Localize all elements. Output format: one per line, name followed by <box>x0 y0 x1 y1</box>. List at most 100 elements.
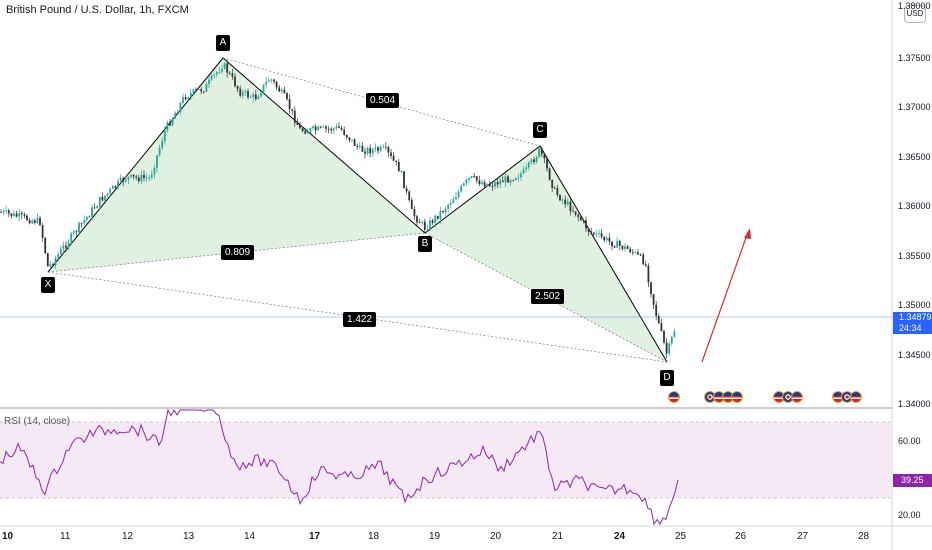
candle-body <box>228 72 231 74</box>
candle-body <box>283 89 286 94</box>
candle-body <box>104 195 106 201</box>
candle-body <box>465 179 468 184</box>
candle-body <box>137 177 140 182</box>
us-flag-icon[interactable] <box>668 391 680 403</box>
candle-body <box>647 265 650 283</box>
current-price-tag: 1.34879 24:34 <box>893 312 932 334</box>
candle-body <box>488 183 491 187</box>
point-d-label[interactable]: D <box>660 370 674 386</box>
current-price-value: 1.34879 <box>899 312 932 322</box>
candle-body <box>10 213 13 217</box>
candle-body <box>319 126 322 128</box>
currency-badge[interactable]: USD <box>904 5 926 23</box>
candle-body <box>442 211 444 213</box>
candle-body <box>408 191 411 200</box>
candle-body <box>70 233 73 243</box>
rsi-title[interactable]: RSI (14, close) <box>4 416 71 427</box>
candle-body <box>535 157 538 163</box>
candle-body <box>569 201 572 211</box>
candle-body <box>400 171 403 172</box>
candle-body <box>52 264 54 265</box>
candle-body <box>590 231 593 233</box>
time-label: 18 <box>368 531 380 542</box>
time-label: 13 <box>183 531 195 542</box>
us-flag-icon[interactable] <box>791 391 803 403</box>
candle-body <box>166 122 169 131</box>
price-label: 1.38000 <box>898 1 931 11</box>
candle-body <box>673 331 676 337</box>
candle-body <box>179 102 182 112</box>
candle-body <box>426 229 429 231</box>
candle-body <box>626 246 629 249</box>
candle-body <box>130 174 132 177</box>
candle-body <box>44 237 47 254</box>
us-flag-icon[interactable] <box>731 391 743 403</box>
candle-body <box>470 175 473 178</box>
candle-body <box>514 178 517 181</box>
candle-body <box>475 176 478 181</box>
point-a-label[interactable]: A <box>216 35 230 51</box>
candle-body <box>366 147 369 154</box>
candle-body <box>460 185 463 192</box>
bar-countdown: 24:34 <box>899 323 922 333</box>
candle-body <box>631 252 634 254</box>
rsi-value-tag: 39.25 <box>893 474 932 487</box>
candle-body <box>296 122 299 126</box>
chart-title: British Pound / U.S. Dollar, 1h, FXCM <box>6 4 189 16</box>
candle-body <box>447 204 450 209</box>
point-b-label[interactable]: B <box>418 236 432 252</box>
candle-body <box>244 91 247 92</box>
candle-body <box>5 210 8 211</box>
candle-body <box>600 233 603 238</box>
candle-body <box>187 97 190 100</box>
candle-body <box>280 89 283 92</box>
time-label: 26 <box>735 531 747 542</box>
us-flag-icon[interactable] <box>850 391 862 403</box>
candle-body <box>189 93 192 98</box>
candle-body <box>538 148 541 158</box>
candle-body <box>218 71 221 73</box>
candle-body <box>553 187 556 189</box>
candle-body <box>564 199 567 205</box>
candle-body <box>579 216 582 221</box>
candle-body <box>98 196 101 207</box>
candle-body <box>449 203 452 205</box>
candle-body <box>176 111 179 113</box>
candle-body <box>361 145 364 152</box>
candle-body <box>504 176 507 183</box>
candle-body <box>20 213 23 215</box>
candle-body <box>491 186 494 187</box>
point-x-label[interactable]: X <box>41 277 55 293</box>
candle-body <box>163 130 166 141</box>
candle-body <box>184 97 187 100</box>
candle-body <box>57 254 60 258</box>
candle-body <box>587 228 590 232</box>
ratio-xb-label[interactable]: 0.809 <box>221 245 255 260</box>
candle-body <box>49 264 52 267</box>
ratio-bd-label[interactable]: 2.502 <box>531 289 565 304</box>
candle-body <box>88 216 91 218</box>
candle-body <box>106 193 109 196</box>
price-label: 1.35000 <box>898 300 931 310</box>
candle-body <box>559 195 561 201</box>
candle-body <box>499 180 502 185</box>
candle-body <box>41 225 44 238</box>
point-c-label[interactable]: C <box>533 122 547 138</box>
price-label: 1.37000 <box>898 102 931 112</box>
projection-arrow[interactable] <box>701 231 749 363</box>
candle-body <box>23 214 26 216</box>
ratio-xd-label[interactable]: 1.422 <box>343 312 377 327</box>
candle-body <box>31 220 34 224</box>
candle-body <box>221 68 223 72</box>
candle-body <box>423 221 426 230</box>
candle-body <box>267 80 270 82</box>
candle-body <box>265 81 268 85</box>
ratio-ac-label[interactable]: 0.504 <box>366 93 400 108</box>
candle-body <box>507 176 509 183</box>
candle-body <box>621 245 624 250</box>
candle-body <box>286 93 288 99</box>
candle-body <box>582 220 585 222</box>
candle-body <box>156 155 158 168</box>
candle-body <box>533 159 535 163</box>
